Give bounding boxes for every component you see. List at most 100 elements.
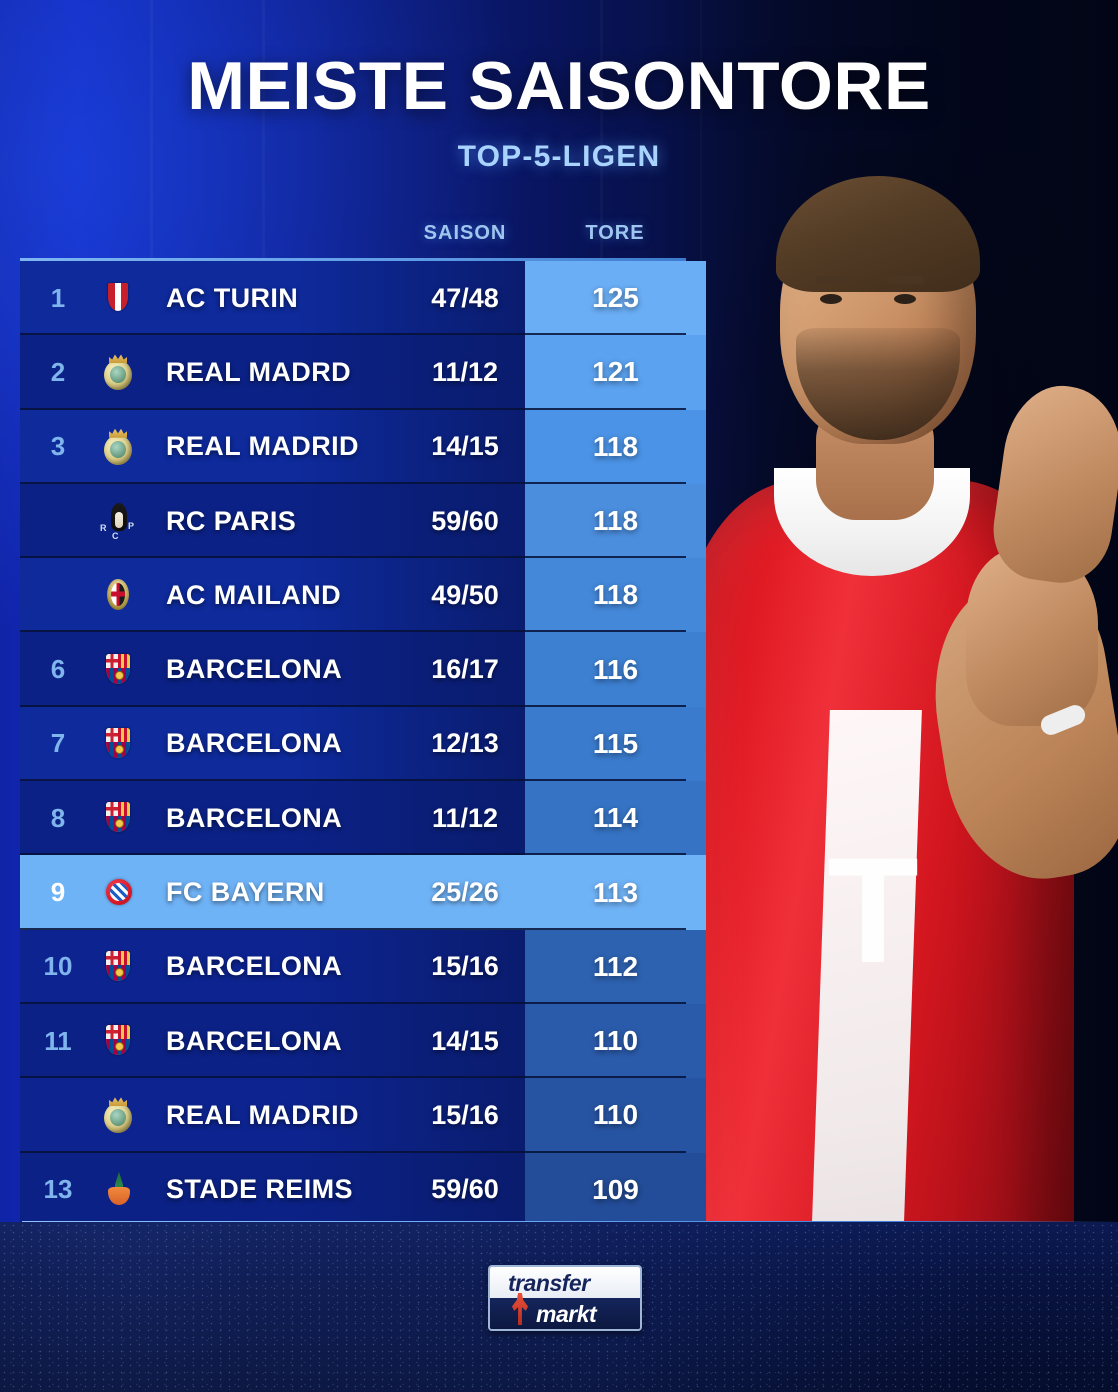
row-background: [20, 855, 525, 930]
table-row[interactable]: 3 REAL MADRID 14/15 118: [20, 409, 706, 484]
table-row[interactable]: 11 BARCELONA 14/15 110: [20, 1003, 706, 1079]
row-season: 11/12: [431, 802, 499, 833]
row-goals-bar: 115: [525, 706, 706, 782]
table-row[interactable]: 6 BARCELONA 16/17 116: [20, 632, 706, 707]
row-rank: [32, 558, 84, 632]
row-club-name: REAL MADRD: [166, 356, 351, 387]
row-goals-bar: 116: [525, 632, 706, 707]
row-goals-bar: 118: [525, 558, 706, 633]
row-rank: 10: [43, 951, 73, 982]
table-row[interactable]: R P C RC PARIS 59/60 118: [20, 483, 706, 559]
table-row[interactable]: 1 AC TURIN 47/48 125: [20, 261, 706, 336]
transfermarkt-logo: transfer markt: [488, 1265, 642, 1331]
row-club-name: BARCELONA: [166, 728, 343, 759]
row-rank: 3: [50, 431, 66, 462]
row-background: [20, 558, 525, 633]
row-season: 16/17: [431, 654, 499, 685]
crest-ac-turin: [108, 283, 128, 312]
row-goals-bar: 114: [525, 781, 706, 856]
page-subtitle: TOP-5-LIGEN: [457, 140, 661, 173]
table-row[interactable]: 13 STADE REIMS 59/60 109: [20, 1152, 706, 1227]
table-row[interactable]: REAL MADRID 15/16 110: [20, 1078, 706, 1153]
row-club-crest: [98, 573, 138, 617]
row-goals-bar: 118: [525, 483, 706, 559]
row-season: 59/60: [431, 505, 499, 536]
row-goals-value: 118: [592, 430, 639, 462]
row-season: 25/26: [431, 877, 499, 908]
table-row[interactable]: 2 REAL MADRD 11/12 121: [20, 335, 706, 410]
row-season: 12/13: [431, 728, 499, 759]
row-club-crest: [98, 648, 138, 692]
row-club-name: REAL MADRID: [166, 431, 359, 462]
row-goals-value: 110: [592, 1025, 639, 1057]
crest-stade-reims-top: [115, 1171, 123, 1190]
row-season: 14/15: [431, 431, 499, 462]
row-rank: 1: [50, 282, 66, 313]
table-body: 1 AC TURIN 47/48 125 2 REAL MADRD 11/12 121 3 REA…: [20, 261, 706, 1227]
row-club-crest: [98, 945, 138, 989]
row-rank: [32, 484, 84, 558]
table-row[interactable]: 8 BARCELONA 11/12 114: [20, 781, 706, 856]
row-background: [20, 632, 525, 707]
crest-stade-reims-bottom: [108, 1186, 130, 1205]
crest-barcelona: [106, 653, 130, 684]
table-row[interactable]: 10 BARCELONA 15/16 112: [20, 929, 706, 1004]
crest-real-madrid-crown: [109, 428, 127, 438]
row-club-crest: [98, 350, 138, 394]
player-eye-right: [894, 294, 916, 304]
row-season: 15/16: [431, 951, 499, 982]
row-rank: 9: [50, 877, 66, 908]
row-separator: [20, 704, 686, 707]
row-goals-value: 113: [592, 876, 639, 908]
crest-real-madrid-inner: [110, 366, 126, 384]
row-goals-value: 118: [592, 505, 639, 537]
table-row[interactable]: AC MAILAND 49/50 118: [20, 558, 706, 633]
column-header-season: SAISON: [423, 222, 507, 244]
table-row[interactable]: 7 BARCELONA 12/13 115: [20, 706, 706, 782]
row-goals-value: 121: [592, 356, 639, 388]
row-goals-value: 109: [592, 1173, 639, 1205]
row-goals-value: 112: [592, 950, 639, 982]
row-club-name: RC PARIS: [166, 505, 297, 536]
row-rank: 2: [50, 356, 66, 387]
table-header: SAISON TORE: [20, 222, 686, 258]
player-brow-left: [816, 276, 852, 284]
row-club-name: BARCELONA: [166, 654, 343, 685]
row-club-crest: [98, 276, 138, 320]
ranking-table: SAISON TORE 1 AC TURIN 47/48 125 2 REAL MADRD…: [20, 222, 706, 1227]
row-goals-bar: 110: [525, 1078, 706, 1153]
row-season: 59/60: [431, 1174, 499, 1205]
row-club-name: REAL MADRID: [166, 1099, 359, 1130]
row-season: 11/12: [431, 356, 499, 387]
row-rank: [32, 1078, 84, 1152]
row-goals-value: 125: [592, 282, 639, 314]
row-season: 49/50: [431, 579, 499, 610]
table-row[interactable]: 9 FC BAYERN 25/26 113: [20, 855, 706, 930]
row-background: [20, 781, 525, 856]
jersey-sponsor-logo: T: [827, 826, 919, 994]
row-rank: 6: [50, 654, 66, 685]
row-background: [20, 261, 525, 336]
row-club-name: AC MAILAND: [166, 579, 341, 610]
row-season: 47/48: [431, 282, 499, 313]
row-club-crest: [98, 796, 138, 840]
row-separator: [20, 853, 686, 856]
row-separator: [20, 779, 686, 782]
crest-real-madrid-inner: [110, 440, 126, 458]
player-brow-right: [888, 276, 924, 284]
row-separator: [20, 630, 686, 633]
row-goals-value: 115: [592, 727, 639, 759]
row-background: [20, 1152, 525, 1227]
row-club-crest: [98, 1093, 138, 1137]
row-season: 14/15: [431, 1025, 499, 1056]
row-separator: [20, 407, 686, 410]
row-goals-bar: 109: [525, 1152, 706, 1227]
page-title: MEISTE SAISONTORE: [187, 48, 931, 124]
row-goals-bar: 110: [525, 1003, 706, 1079]
logo-text-markt: markt: [536, 1301, 597, 1327]
row-goals-bar: 112: [525, 929, 706, 1004]
row-rank: 11: [44, 1025, 72, 1056]
crest-barcelona: [106, 727, 130, 758]
